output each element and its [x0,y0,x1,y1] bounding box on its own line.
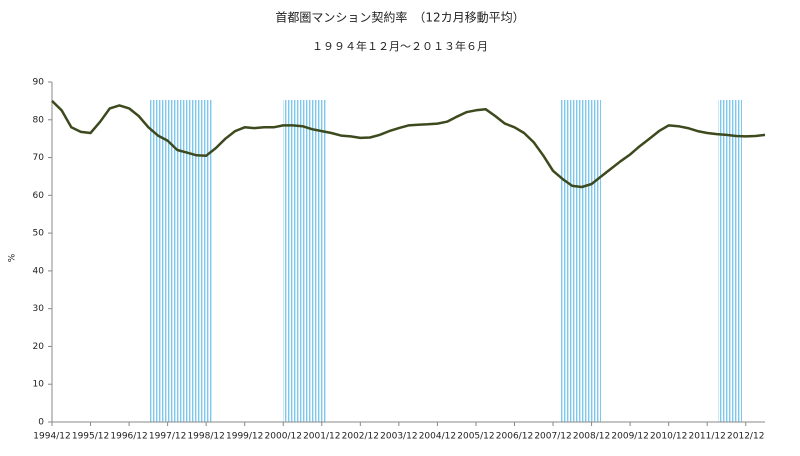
x-tick-label: 2007/12 [534,432,571,442]
chart-title: 首都圏マンション契約率 （12カ月移動平均） [275,10,524,25]
y-tick-label: 90 [33,78,45,88]
x-tick-label: 2011/12 [688,432,725,442]
x-tick-label: 2009/12 [611,432,648,442]
x-tick-label: 2002/12 [342,432,379,442]
y-tick-label: 20 [33,342,45,352]
x-tick-label: 2006/12 [496,432,533,442]
y-tick-label: 50 [33,229,45,239]
y-tick-label: 70 [33,153,45,163]
shaded-periods [149,100,742,422]
y-tick-label: 80 [33,115,45,125]
y-tick-label: 10 [33,380,45,390]
y-axis-label: % [8,253,18,262]
shaded-band [283,100,327,422]
y-tick-label: 60 [33,191,45,201]
y-tick-label: 40 [33,266,45,276]
x-tick-label: 1997/12 [149,432,186,442]
shaded-band [149,100,212,422]
x-tick-label: 1996/12 [110,432,147,442]
x-tick-label: 2012/12 [727,432,764,442]
x-tick-label: 1995/12 [72,432,109,442]
shaded-band [561,100,601,422]
x-tick-label: 2000/12 [265,432,302,442]
chart-subtitle: １９９４年１２月～２０１３年６月 [312,39,488,53]
y-tick-label: 30 [33,304,45,314]
x-tick-label: 1994/12 [33,432,70,442]
x-tick-label: 2010/12 [650,432,687,442]
shaded-band [718,100,742,422]
x-tick-label: 2004/12 [419,432,456,442]
x-tick-label: 2005/12 [457,432,494,442]
x-tick-label: 2008/12 [573,432,610,442]
x-tick-label: 2003/12 [380,432,417,442]
x-tick-label: 1998/12 [187,432,224,442]
x-tick-label: 1999/12 [226,432,263,442]
data-line [51,100,766,189]
x-tick-label: 2001/12 [303,432,340,442]
y-tick-label: 0 [38,418,44,428]
